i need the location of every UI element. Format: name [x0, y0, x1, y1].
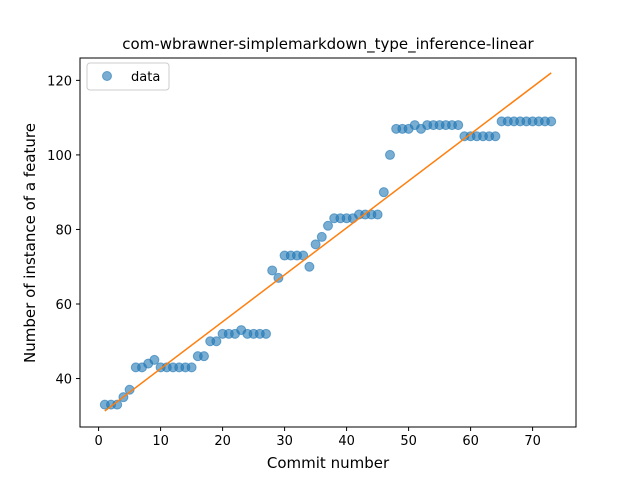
data-point — [385, 149, 395, 160]
y-tick-label: 80 — [55, 223, 72, 238]
legend-box — [86, 62, 170, 91]
data-point — [310, 239, 321, 250]
y-tick-label: 100 — [47, 149, 72, 164]
x-tick-label: 50 — [400, 434, 417, 449]
data-point — [453, 120, 464, 131]
data-point — [124, 384, 135, 395]
axes: 0 10 20 30 40 50 60 70 40 60 80 100 120 — [47, 74, 541, 449]
y-tick-label: 120 — [47, 74, 72, 89]
data-point — [323, 220, 333, 231]
linear-fit-line — [104, 72, 552, 412]
x-tick-label: 60 — [462, 434, 479, 449]
data-point — [304, 261, 315, 272]
legend-label-data: data — [131, 70, 160, 85]
data-point — [273, 272, 284, 283]
y-tick-label: 60 — [55, 298, 72, 313]
x-tick-label: 30 — [276, 434, 293, 449]
data-point — [149, 354, 160, 365]
data-point — [490, 131, 501, 142]
data-point — [199, 351, 209, 362]
chart-title: com-wbrawner-simplemarkdown_type_inferen… — [122, 35, 534, 54]
legend: data — [86, 62, 170, 91]
data-point — [267, 265, 278, 276]
data-point — [186, 362, 197, 373]
data-point — [378, 187, 389, 198]
x-tick-label: 40 — [338, 434, 355, 449]
x-tick-label: 10 — [152, 434, 169, 449]
x-tick-label: 0 — [94, 434, 102, 449]
plot-marks — [99, 72, 557, 412]
data-point — [372, 209, 383, 220]
data-point — [261, 328, 271, 339]
x-tick-label: 20 — [214, 434, 231, 449]
data-point — [316, 231, 327, 242]
data-point — [546, 116, 557, 127]
plot-frame — [79, 57, 577, 428]
y-tick-label: 40 — [55, 373, 72, 388]
x-tick-label: 70 — [524, 434, 541, 449]
y-axis-label: Number of instance of a feature — [21, 123, 39, 363]
legend-marker-data — [102, 71, 112, 81]
data-point — [211, 336, 222, 347]
x-axis-label: Commit number — [267, 454, 390, 472]
